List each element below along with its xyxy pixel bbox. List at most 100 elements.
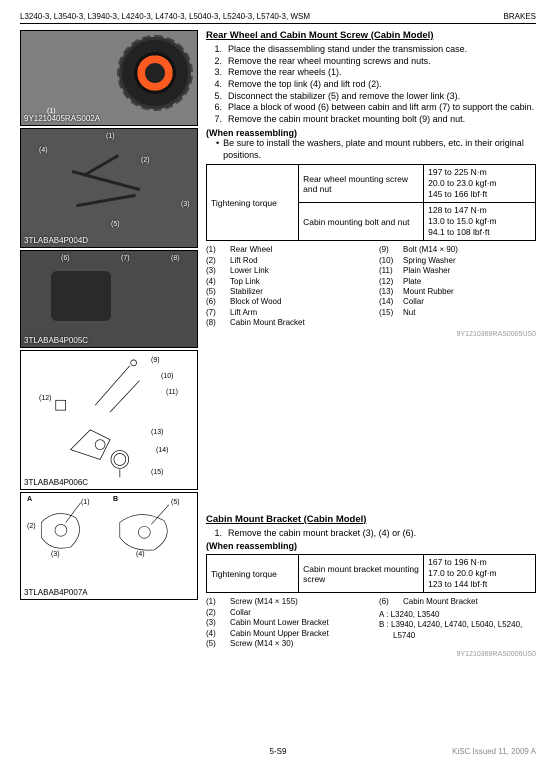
legend-text: Plain Washer bbox=[403, 266, 450, 276]
legend-item: (15)Nut bbox=[379, 308, 536, 318]
legend-text: Plate bbox=[403, 277, 421, 287]
legend-item: (10)Spring Washer bbox=[379, 256, 536, 266]
torque-item: Cabin mounting bolt and nut bbox=[299, 203, 424, 241]
step-text: Remove the cabin mount bracket (3), (4) … bbox=[228, 528, 536, 540]
step-text: Place a block of wood (6) between cabin … bbox=[228, 102, 536, 114]
legend-text: Top Link bbox=[230, 277, 260, 287]
torque-table-2: Tightening torque Cabin mount bracket mo… bbox=[206, 554, 536, 593]
side-ref: 9Y1210369RAS0005US0 bbox=[206, 331, 536, 338]
legend-item: (1)Rear Wheel bbox=[206, 245, 363, 255]
figure-ref: 3TLABAB4P005C bbox=[24, 336, 88, 345]
step-text: Place the disassembling stand under the … bbox=[228, 44, 536, 56]
legend-text: Spring Washer bbox=[403, 256, 456, 266]
callout: (3) bbox=[181, 201, 190, 208]
legend-text: Lift Rod bbox=[230, 256, 258, 266]
photo-linkage: (1) (2) (3) (4) (5) 3TLABAB4P004D bbox=[20, 128, 198, 248]
step: 6.Place a block of wood (6) between cabi… bbox=[210, 102, 536, 114]
callout: (1) bbox=[106, 133, 115, 140]
legend-item: (8)Cabin Mount Bracket bbox=[206, 318, 363, 328]
step-text: Remove the rear wheels (1). bbox=[228, 67, 536, 79]
callout: (13) bbox=[151, 429, 163, 436]
callout: (1) bbox=[81, 499, 90, 506]
step: 3.Remove the rear wheels (1). bbox=[210, 67, 536, 79]
section2-steps: 1.Remove the cabin mount bracket (3), (4… bbox=[210, 528, 536, 540]
section1-steps: 1.Place the disassembling stand under th… bbox=[210, 44, 536, 126]
torque-value: 128 to 147 N·m13.0 to 15.0 kgf·m94.1 to … bbox=[424, 203, 536, 241]
torque-item: Cabin mount bracket mounting screw bbox=[299, 555, 424, 593]
callout: (6) bbox=[61, 255, 70, 262]
header-section: BRAKES bbox=[504, 12, 536, 21]
legend-1: (1)Rear Wheel(2)Lift Rod(3)Lower Link(4)… bbox=[206, 245, 536, 328]
label-b: B bbox=[113, 496, 118, 503]
legend-item: (13)Mount Rubber bbox=[379, 287, 536, 297]
callout: (2) bbox=[141, 157, 150, 164]
legend-text: Cabin Mount Upper Bracket bbox=[230, 629, 329, 639]
legend-text: Nut bbox=[403, 308, 415, 318]
legend-text: Lift Arm bbox=[230, 308, 257, 318]
label-a: A bbox=[27, 496, 32, 503]
model-lines: A : L3240, L3540B : L3940, L4240, L4740,… bbox=[379, 610, 536, 641]
legend-text: Collar bbox=[403, 297, 424, 307]
photo-rear-wheel: (1) 9Y1210405RAS002A bbox=[20, 30, 198, 126]
legend-text: Mount Rubber bbox=[403, 287, 454, 297]
page-footer: 5-S9 KiSC Issued 11, 2009 A bbox=[0, 747, 556, 756]
torque-label: Tightening torque bbox=[207, 555, 299, 593]
callout: (7) bbox=[121, 255, 130, 262]
section2-title: Cabin Mount Bracket (Cabin Model) bbox=[206, 514, 536, 525]
callout: (5) bbox=[111, 221, 120, 228]
legend-item: (2)Lift Rod bbox=[206, 256, 363, 266]
step: 1.Place the disassembling stand under th… bbox=[210, 44, 536, 56]
callout: (2) bbox=[27, 523, 36, 530]
step: 7.Remove the cabin mount bracket mountin… bbox=[210, 114, 536, 126]
legend-text: Lower Link bbox=[230, 266, 269, 276]
callout: (8) bbox=[171, 255, 180, 262]
reassembling-head: (When reassembling) bbox=[206, 128, 536, 138]
legend-item: (5)Stabilizer bbox=[206, 287, 363, 297]
torque-value: 167 to 196 N·m17.0 to 20.0 kgf·m123 to 1… bbox=[424, 555, 536, 593]
legend-item: (6)Cabin Mount Bracket bbox=[379, 597, 536, 607]
legend-item: (2)Collar bbox=[206, 608, 363, 618]
section1-title: Rear Wheel and Cabin Mount Screw (Cabin … bbox=[206, 30, 536, 41]
torque-label: Tightening torque bbox=[207, 165, 299, 241]
callout: (3) bbox=[51, 551, 60, 558]
legend-text: Screw (M14 × 30) bbox=[230, 639, 293, 649]
callout: (10) bbox=[161, 373, 173, 380]
step: 5.Disconnect the stabilizer (5) and remo… bbox=[210, 91, 536, 103]
text-column: Rear Wheel and Cabin Mount Screw (Cabin … bbox=[206, 30, 536, 658]
legend-text: Screw (M14 × 155) bbox=[230, 597, 298, 607]
legend-text: Cabin Mount Bracket bbox=[403, 597, 478, 607]
legend-item: (3)Lower Link bbox=[206, 266, 363, 276]
legend-2: (1)Screw (M14 × 155)(2)Collar(3)Cabin Mo… bbox=[206, 597, 536, 649]
legend-item: (14)Collar bbox=[379, 297, 536, 307]
diagram-bracket-ab: A B (1) (2) (3) (4) (5) 3TLABAB4P007A bbox=[20, 492, 198, 600]
step: 1.Remove the cabin mount bracket (3), (4… bbox=[210, 528, 536, 540]
legend-item: (7)Lift Arm bbox=[206, 308, 363, 318]
torque-table-1: Tightening torque Rear wheel mounting sc… bbox=[206, 164, 536, 241]
step-text: Disconnect the stabilizer (5) and remove… bbox=[228, 91, 536, 103]
callout: (9) bbox=[151, 357, 160, 364]
reassembling-bullet: • Be sure to install the washers, plate … bbox=[216, 138, 536, 161]
header-models: L3240-3, L3540-3, L3940-3, L4240-3, L474… bbox=[20, 12, 310, 21]
legend-item: (3)Cabin Mount Lower Bracket bbox=[206, 618, 363, 628]
diagram-mount-exploded: (9) (10) (11) (12) (13) (14) (15) 3TLABA… bbox=[20, 350, 198, 490]
callout: (4) bbox=[39, 147, 48, 154]
legend-text: Rear Wheel bbox=[230, 245, 272, 255]
step-text: Remove the rear wheel mounting screws an… bbox=[228, 56, 536, 68]
issue-info: KiSC Issued 11, 2009 A bbox=[452, 747, 536, 756]
legend-text: Block of Wood bbox=[230, 297, 281, 307]
side-ref: 9Y1210369RAS0006US0 bbox=[206, 651, 536, 658]
page-header: L3240-3, L3540-3, L3940-3, L4240-3, L474… bbox=[20, 12, 536, 21]
page-number: 5-S9 bbox=[270, 747, 287, 756]
torque-value: 197 to 225 N·m20.0 to 23.0 kgf·m145 to 1… bbox=[424, 165, 536, 203]
callout: (12) bbox=[39, 395, 51, 402]
callout: (14) bbox=[156, 447, 168, 454]
header-rule bbox=[20, 23, 536, 24]
step-text: Remove the cabin mount bracket mounting … bbox=[228, 114, 536, 126]
figure-ref: 3TLABAB4P007A bbox=[24, 588, 88, 597]
callout: (5) bbox=[171, 499, 180, 506]
figure-column: (1) 9Y1210405RAS002A (1) (2) (3) (4) (5)… bbox=[20, 30, 198, 658]
legend-item: (4)Cabin Mount Upper Bracket bbox=[206, 629, 363, 639]
callout: (15) bbox=[151, 469, 163, 476]
legend-text: Bolt (M14 × 90) bbox=[403, 245, 458, 255]
legend-item: (11)Plain Washer bbox=[379, 266, 536, 276]
